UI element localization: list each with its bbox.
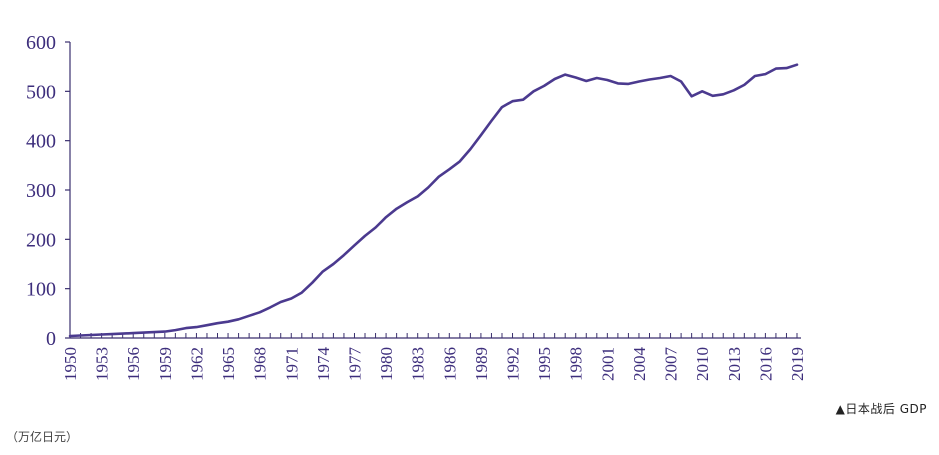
x-tick: 1971	[282, 347, 301, 381]
x-tick-label: 1989	[472, 347, 491, 381]
x-tick-label: 1995	[535, 347, 554, 381]
x-tick: 1983	[409, 347, 428, 381]
y-tick: 200	[26, 229, 70, 251]
x-tick: 1995	[535, 347, 554, 381]
x-tick-label: 1965	[219, 347, 238, 381]
x-tick: 1989	[472, 347, 491, 381]
x-tick-label: 1962	[187, 347, 206, 381]
x-tick: 2001	[598, 347, 617, 381]
y-tick: 100	[26, 279, 70, 301]
x-tick-label: 2004	[630, 347, 649, 382]
y-tick: 300	[26, 180, 70, 202]
x-tick: 2010	[693, 347, 712, 381]
x-tick-label: 2019	[788, 347, 807, 381]
x-tick: 1998	[567, 347, 586, 381]
y-tick: 0	[46, 328, 70, 350]
x-tick-label: 1971	[282, 347, 301, 381]
x-tick: 1977	[345, 347, 364, 382]
x-tick-label: 1950	[61, 347, 80, 381]
x-tick: 1965	[219, 347, 238, 381]
x-tick-label: 2001	[598, 347, 617, 381]
x-tick: 1968	[251, 347, 270, 381]
x-tick-label: 1959	[156, 347, 175, 381]
x-tick: 1950	[61, 347, 80, 381]
chart-caption: ▲日本战后 GDP	[835, 402, 927, 416]
x-tick-label: 1998	[567, 347, 586, 381]
x-tick-label: 1983	[409, 347, 428, 381]
x-tick: 1953	[93, 347, 112, 381]
x-tick: 2016	[756, 347, 775, 381]
y-tick-label: 200	[26, 229, 56, 251]
y-axis: 0 100 200 300 400 500 600	[26, 32, 71, 350]
x-tick: 2019	[788, 347, 807, 381]
x-tick-label: 1980	[377, 347, 396, 381]
x-tick: 1959	[156, 347, 175, 381]
x-tick: 1992	[504, 347, 523, 381]
x-axis: 1950 1953 1956 1959 1962 1965 1968 1971 1974 1977…	[61, 333, 807, 381]
x-tick: 2004	[630, 347, 649, 382]
x-tick-label: 1977	[345, 347, 364, 382]
y-tick: 500	[26, 81, 70, 103]
x-tick-label: 1956	[124, 347, 143, 381]
x-tick: 1974	[314, 347, 333, 382]
y-tick-label: 0	[46, 328, 56, 350]
x-tick-label: 2016	[756, 347, 775, 381]
x-tick-label: 1974	[314, 347, 333, 382]
y-tick-label: 500	[26, 81, 56, 103]
x-tick: 1962	[187, 347, 206, 381]
unit-label: （万亿日元）	[6, 430, 79, 444]
y-tick: 400	[26, 131, 70, 153]
series-layer	[68, 63, 799, 338]
x-tick-label: 1986	[440, 347, 459, 381]
y-tick-label: 400	[26, 131, 56, 153]
x-tick-label: 2010	[693, 347, 712, 381]
x-tick: 1980	[377, 347, 396, 381]
x-tick: 2013	[725, 347, 744, 381]
x-tick-label: 1968	[251, 347, 270, 381]
x-tick-label: 2013	[725, 347, 744, 381]
y-tick-label: 600	[26, 32, 56, 54]
x-tick-label: 2007	[662, 347, 681, 382]
gdp-series-line	[68, 63, 799, 338]
x-tick: 2007	[662, 347, 681, 382]
x-tick-label: 1992	[504, 347, 523, 381]
y-tick: 600	[26, 32, 70, 54]
x-tick-label: 1953	[93, 347, 112, 381]
y-tick-label: 100	[26, 279, 56, 301]
y-tick-label: 300	[26, 180, 56, 202]
x-tick: 1986	[440, 347, 459, 381]
x-tick: 1956	[124, 347, 143, 381]
